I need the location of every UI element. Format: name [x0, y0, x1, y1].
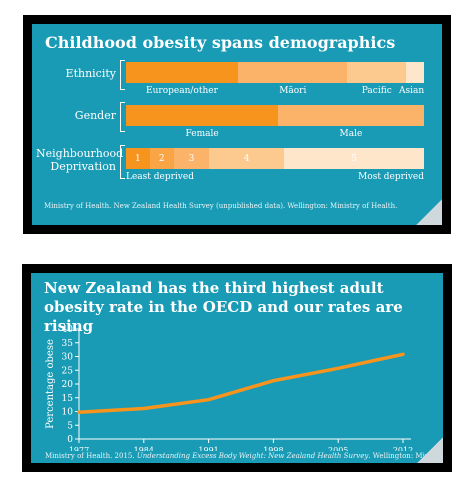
- end-label-least-deprived: Least deprived: [126, 172, 194, 182]
- x-tick-label: 1984: [134, 446, 154, 451]
- chart-title-obesity-trend: New Zealand has the third highest adult …: [44, 279, 403, 335]
- y-tick-label: 20: [62, 380, 74, 390]
- bar-segment-neighbourhood-deprivation-1: 1: [126, 148, 150, 169]
- end-label-most-deprived: Most deprived: [358, 172, 424, 182]
- page-curl-corner-2: [417, 437, 443, 463]
- y-tick-label: 40: [62, 325, 74, 335]
- segment-number-label: 5: [351, 153, 357, 164]
- segment-label: European/other: [146, 86, 218, 96]
- row-label-ethnicity: Ethnicity: [65, 67, 116, 80]
- bar-segment-neighbourhood-deprivation-5: 5: [283, 148, 424, 169]
- x-tick-label: 1998: [263, 446, 283, 451]
- source-obesity-trend-title: Understanding Excess Body Weight: New Ze…: [136, 452, 369, 460]
- x-tick-label: 1977: [69, 446, 89, 451]
- segment-label: Male: [339, 129, 363, 139]
- bar-segment-ethnicity-4: [406, 62, 424, 83]
- bracket-gender: [120, 102, 125, 132]
- segment-label: Female: [185, 129, 219, 139]
- bar-ethnicity: [126, 62, 424, 83]
- bar-segment-ethnicity-2: [238, 62, 348, 83]
- bar-segment-neighbourhood-deprivation-3: 3: [173, 148, 210, 169]
- panel-obesity-trend-inner: New Zealand has the third highest adult …: [31, 273, 443, 463]
- source-obesity-trend-pre: Ministry of Health. 2015.: [45, 452, 137, 460]
- x-tick-label: 1991: [198, 446, 218, 451]
- segment-label: Asian: [399, 86, 425, 96]
- panel-demographics-inner: Childhood obesity spans demographics Eth…: [32, 24, 442, 225]
- y-tick-label: 10: [62, 408, 74, 418]
- segment-label: Pacific: [361, 86, 392, 96]
- segment-number-label: 2: [158, 153, 165, 164]
- segment-number-label: 3: [188, 153, 195, 164]
- bar-deprivation: 1 2 3 4 5: [126, 148, 424, 169]
- bar-segment-gender-1: [126, 105, 278, 126]
- bar-gender: [126, 105, 424, 126]
- bracket-ethnicity: [120, 60, 125, 90]
- y-tick-label: 15: [62, 394, 74, 404]
- panel-demographics: Childhood obesity spans demographics Eth…: [23, 15, 451, 234]
- row-label-gender: Gender: [74, 109, 116, 122]
- y-tick-label: 30: [62, 353, 74, 363]
- y-tick-label: 35: [62, 339, 74, 349]
- bar-segment-gender-2: [277, 105, 424, 126]
- bar-segment-ethnicity-3: [347, 62, 407, 83]
- y-tick-label: 5: [67, 421, 73, 431]
- segment-label: Māori: [279, 86, 307, 96]
- line-chart: 0 5 10 15 20 25 30 35 40 1977 1984 1991 1998 2005 2012…: [45, 325, 413, 451]
- segment-number-label: 1: [135, 153, 141, 164]
- source-obesity-trend-post: . Wellington: Ministry of Health.: [368, 452, 443, 460]
- y-axis-title: Percentage obese: [45, 339, 56, 429]
- bar-segment-neighbourhood-deprivation-2: 2: [149, 148, 174, 169]
- bracket-deprivation: [120, 145, 125, 179]
- x-tick-label: 2012: [393, 446, 413, 451]
- source-demographics: Ministry of Health. New Zealand Health S…: [44, 202, 398, 210]
- chart-title-demographics: Childhood obesity spans demographics: [45, 33, 396, 52]
- bar-segment-ethnicity-1: [126, 62, 239, 83]
- page-curl-corner: [416, 199, 442, 225]
- y-tick-label: 0: [67, 435, 73, 445]
- segment-number-label: 4: [243, 153, 250, 164]
- panel-obesity-trend: New Zealand has the third highest adult …: [22, 264, 452, 472]
- x-tick-label: 2005: [328, 446, 348, 451]
- bar-segment-neighbourhood-deprivation-4: 4: [209, 148, 284, 169]
- series-line-obesity: [77, 352, 405, 415]
- y-tick-label: 25: [62, 366, 74, 376]
- row-label-deprivation: Neighbourhood Deprivation: [36, 147, 124, 173]
- source-obesity-trend: Ministry of Health. 2015. Understanding …: [45, 452, 443, 460]
